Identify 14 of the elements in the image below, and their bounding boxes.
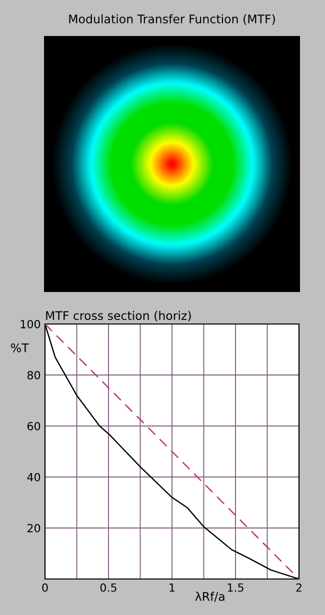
y-tick-label: 60 [27, 422, 40, 430]
x-tick-label: 1.5 [228, 584, 244, 592]
x-tick-label: 2 [296, 583, 302, 592]
y-tick-label: 20 [28, 524, 40, 532]
y-tick-label: 40 [27, 472, 40, 482]
x-tick-label: 0 [42, 583, 48, 592]
y-axis-title: %T [11, 343, 29, 352]
text: Modulation Transfer Function (MTF) [69, 14, 275, 25]
y-tick-label: 100 [20, 320, 40, 328]
chart-title: MTF cross section (horiz) [46, 310, 191, 322]
x-axis-title: λRf/a [195, 592, 224, 602]
y-tick-label: 80 [27, 370, 40, 380]
x-tick-label: 1 [170, 584, 175, 592]
x-tick-label: 0.5 [100, 583, 116, 592]
